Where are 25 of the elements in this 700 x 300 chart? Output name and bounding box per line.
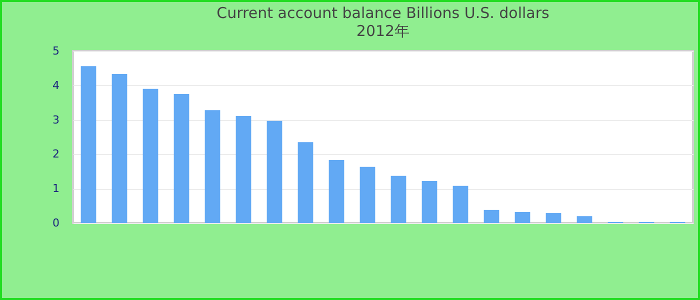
bar [80, 66, 96, 223]
bar [298, 142, 314, 223]
y-tick-label: 1 [52, 182, 60, 196]
bar [266, 120, 282, 223]
y-tick-label: 3 [52, 113, 60, 126]
bar [328, 160, 344, 223]
y-tick-label: 2 [52, 148, 60, 161]
bar [390, 176, 406, 223]
bar [576, 216, 592, 223]
y-tick-label: 5 [52, 44, 60, 58]
y-tick-label: 0 [52, 216, 60, 230]
chart-subtitle: 2012年 [356, 22, 410, 40]
bar [204, 110, 220, 223]
bar [174, 94, 190, 223]
chart-title: Current account balance Billions U.S. dollars [216, 4, 550, 22]
bar [514, 212, 530, 223]
bar [422, 181, 438, 223]
bar [142, 88, 158, 223]
bar [452, 186, 468, 223]
bar [360, 166, 376, 223]
bar [546, 213, 562, 223]
bar [112, 74, 128, 223]
bar [236, 116, 252, 223]
bar [484, 210, 500, 223]
y-tick-label: 4 [52, 78, 60, 92]
